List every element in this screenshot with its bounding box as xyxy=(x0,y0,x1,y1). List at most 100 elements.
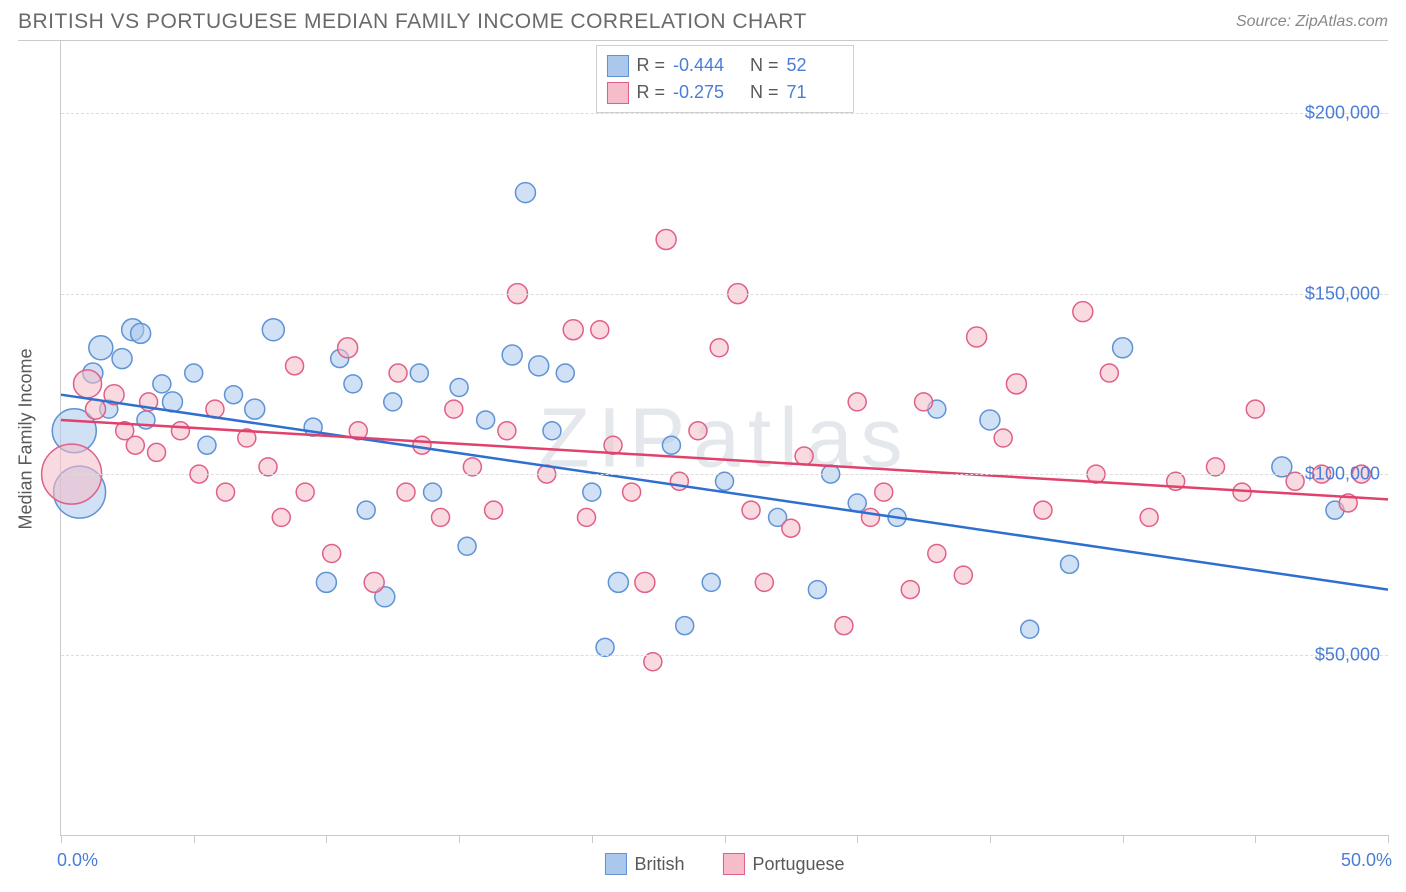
plot-region: ZIPatlas R = -0.444 N = 52 R = -0.275 N … xyxy=(60,41,1388,836)
data-point xyxy=(591,321,609,339)
stats-row-british: R = -0.444 N = 52 xyxy=(606,52,842,79)
n-value-portuguese: 71 xyxy=(787,79,843,106)
data-point xyxy=(148,443,166,461)
data-point xyxy=(357,501,375,519)
r-label: R = xyxy=(636,79,665,106)
x-tick xyxy=(990,835,991,843)
data-point xyxy=(198,436,216,454)
series-legend: British Portuguese xyxy=(604,853,844,875)
data-point xyxy=(861,508,879,526)
chart-header: BRITISH VS PORTUGUESE MEDIAN FAMILY INCO… xyxy=(0,0,1406,40)
data-point xyxy=(286,357,304,375)
swatch-portuguese xyxy=(722,853,744,875)
data-point xyxy=(217,483,235,501)
data-point xyxy=(662,436,680,454)
data-point xyxy=(901,581,919,599)
x-tick xyxy=(1123,835,1124,843)
data-point xyxy=(795,447,813,465)
stats-row-portuguese: R = -0.275 N = 71 xyxy=(606,79,842,106)
data-point xyxy=(364,572,384,592)
n-label: N = xyxy=(750,79,779,106)
data-point xyxy=(835,617,853,635)
data-point xyxy=(74,370,102,398)
data-point xyxy=(112,349,132,369)
data-point xyxy=(967,327,987,347)
data-point xyxy=(782,519,800,537)
chart-source: Source: ZipAtlas.com xyxy=(1236,13,1388,31)
data-point xyxy=(515,183,535,203)
x-tick xyxy=(725,835,726,843)
x-tick xyxy=(1388,835,1389,843)
data-point xyxy=(710,339,728,357)
data-point xyxy=(316,572,336,592)
data-point xyxy=(1140,508,1158,526)
data-point xyxy=(702,573,720,591)
y-axis-label: Median Family Income xyxy=(16,348,37,529)
data-point xyxy=(1113,338,1133,358)
data-point xyxy=(583,483,601,501)
x-axis-left-label: 0.0% xyxy=(57,850,98,871)
data-point xyxy=(1061,555,1079,573)
data-point xyxy=(458,537,476,555)
x-axis-right-label: 50.0% xyxy=(1341,850,1392,871)
data-point xyxy=(954,566,972,584)
data-point xyxy=(450,378,468,396)
data-point xyxy=(577,508,595,526)
data-point xyxy=(1021,620,1039,638)
chart-title: BRITISH VS PORTUGUESE MEDIAN FAMILY INCO… xyxy=(18,10,807,34)
data-point xyxy=(126,436,144,454)
data-point xyxy=(485,501,503,519)
data-point xyxy=(171,422,189,440)
stats-legend: R = -0.444 N = 52 R = -0.275 N = 71 xyxy=(595,45,853,113)
legend-label-portuguese: Portuguese xyxy=(752,854,844,875)
x-tick xyxy=(1255,835,1256,843)
legend-item-portuguese: Portuguese xyxy=(722,853,844,875)
data-point xyxy=(344,375,362,393)
swatch-british xyxy=(606,55,628,77)
x-tick xyxy=(61,835,62,843)
chart-area: Median Family Income ZIPatlas R = -0.444… xyxy=(18,40,1388,836)
legend-item-british: British xyxy=(604,853,684,875)
x-tick xyxy=(194,835,195,843)
data-point xyxy=(980,410,1000,430)
y-tick-label: $100,000 xyxy=(1305,464,1380,485)
swatch-british xyxy=(604,853,626,875)
data-point xyxy=(432,508,450,526)
data-point xyxy=(755,573,773,591)
gridline xyxy=(61,294,1388,295)
r-value-portuguese: -0.275 xyxy=(673,79,729,106)
y-tick-label: $50,000 xyxy=(1315,644,1380,665)
data-point xyxy=(742,501,760,519)
data-point xyxy=(1246,400,1264,418)
data-point xyxy=(676,617,694,635)
data-point xyxy=(848,494,866,512)
data-point xyxy=(529,356,549,376)
data-point xyxy=(131,323,151,343)
data-point xyxy=(808,581,826,599)
r-label: R = xyxy=(636,52,665,79)
data-point xyxy=(245,399,265,419)
data-point xyxy=(563,320,583,340)
n-label: N = xyxy=(750,52,779,79)
data-point xyxy=(389,364,407,382)
data-point xyxy=(338,338,358,358)
data-point xyxy=(445,400,463,418)
swatch-portuguese xyxy=(606,82,628,104)
gridline xyxy=(61,655,1388,656)
data-point xyxy=(689,422,707,440)
data-point xyxy=(424,483,442,501)
data-point xyxy=(1006,374,1026,394)
data-point xyxy=(608,572,628,592)
data-point xyxy=(502,345,522,365)
data-point xyxy=(994,429,1012,447)
data-point xyxy=(185,364,203,382)
regression-line xyxy=(61,395,1388,590)
y-tick-label: $150,000 xyxy=(1305,283,1380,304)
x-tick xyxy=(592,835,593,843)
data-point xyxy=(410,364,428,382)
data-point xyxy=(477,411,495,429)
x-tick xyxy=(326,835,327,843)
data-point xyxy=(928,544,946,562)
r-value-british: -0.444 xyxy=(673,52,729,79)
data-point xyxy=(272,508,290,526)
